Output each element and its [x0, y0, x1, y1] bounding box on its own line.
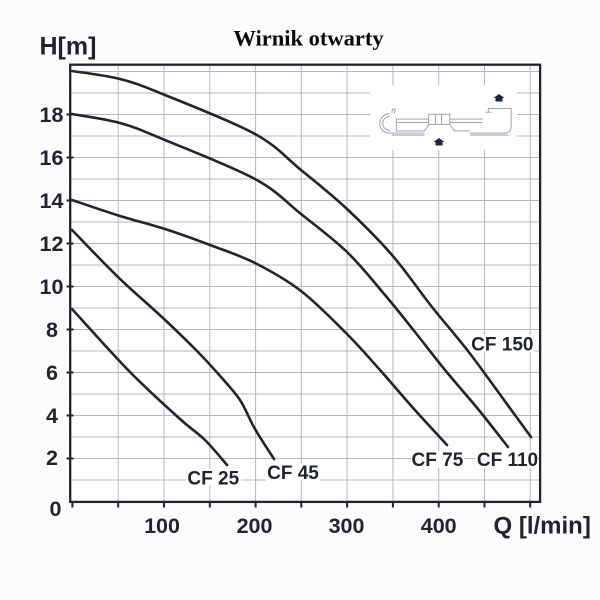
svg-text:CF 45: CF 45: [267, 463, 319, 484]
svg-text:400: 400: [421, 514, 457, 538]
svg-text:H[m]: H[m]: [40, 33, 97, 61]
svg-text:6: 6: [46, 361, 58, 385]
svg-text:4: 4: [46, 404, 58, 428]
svg-text:Wirnik otwarty: Wirnik otwarty: [233, 25, 384, 50]
svg-text:0: 0: [50, 497, 62, 521]
svg-text:14: 14: [40, 189, 64, 213]
svg-text:100: 100: [144, 514, 180, 538]
svg-text:18: 18: [40, 103, 64, 127]
svg-text:CF 150: CF 150: [471, 335, 533, 356]
svg-text:12: 12: [40, 232, 64, 256]
svg-text:200: 200: [237, 514, 273, 538]
svg-text:CF 110: CF 110: [477, 450, 538, 471]
svg-text:300: 300: [329, 514, 365, 538]
svg-text:Q [l/min]: Q [l/min]: [494, 513, 591, 540]
svg-text:2: 2: [46, 446, 58, 470]
svg-text:10: 10: [40, 275, 64, 299]
svg-text:CF 25: CF 25: [187, 469, 239, 490]
svg-text:16: 16: [40, 146, 64, 170]
svg-text:CF 75: CF 75: [412, 450, 464, 471]
svg-text:8: 8: [46, 318, 58, 342]
